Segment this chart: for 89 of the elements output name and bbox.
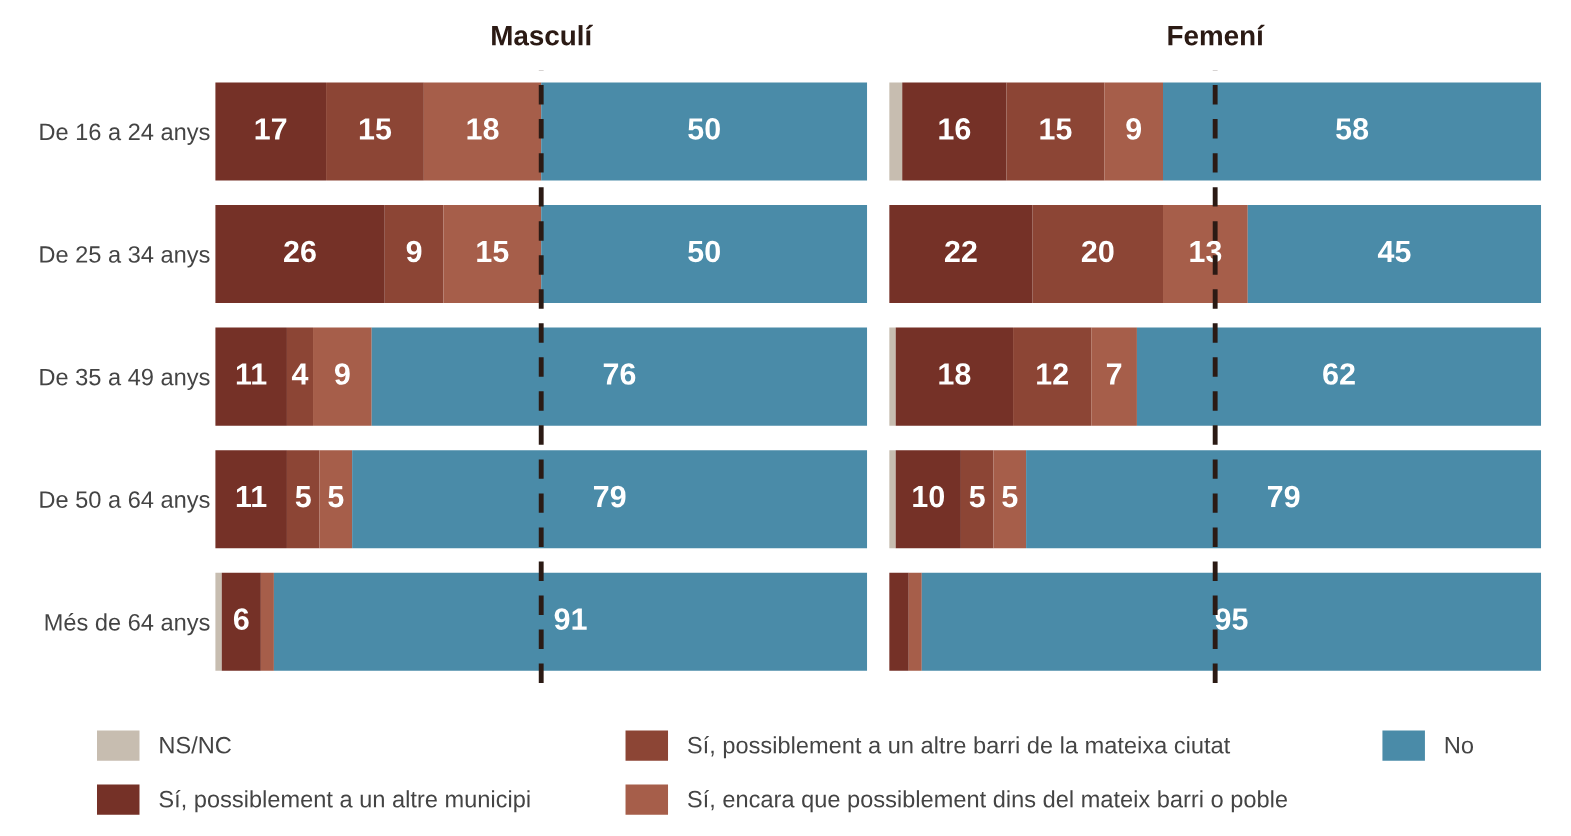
- bar: [960, 450, 994, 549]
- bar: [286, 450, 320, 549]
- data-label: 11: [236, 486, 267, 508]
- data-label: 45: [1377, 240, 1411, 263]
- data-label: 20: [1081, 240, 1114, 263]
- bar: [1013, 327, 1092, 426]
- legend-label: Sí, possiblement a un altre barri de la mateixa ciutat: [687, 735, 1231, 759]
- bar: [352, 450, 868, 549]
- data-label: 58: [1336, 118, 1369, 140]
- data-label: 18: [467, 118, 499, 140]
- legend-label: Sí, encara que possiblement dins del mateix barri o poble: [687, 789, 1287, 813]
- bar: [541, 82, 868, 181]
- data-label: 50: [688, 118, 720, 140]
- bar: [895, 327, 1014, 426]
- bar: [1091, 327, 1137, 426]
- legend-label: No: [1445, 737, 1474, 754]
- y-tick-label: De 35 a 49 anys: [40, 368, 210, 391]
- bar: [313, 327, 372, 426]
- bar: [1032, 205, 1164, 304]
- data-label: 13: [1190, 240, 1222, 263]
- data-label: 16: [939, 118, 971, 140]
- bar: [889, 572, 909, 671]
- data-label: 7: [1106, 363, 1122, 385]
- bar: [260, 572, 274, 671]
- data-label: 26: [284, 240, 316, 263]
- data-label: 5: [1002, 486, 1018, 508]
- bar: [902, 82, 1007, 181]
- data-label: 11: [236, 363, 267, 385]
- bar: [319, 450, 353, 549]
- bar: [215, 572, 222, 671]
- bar: [895, 450, 961, 549]
- data-label: 9: [334, 363, 350, 385]
- bar: [908, 572, 922, 671]
- data-label: 50: [688, 240, 720, 263]
- data-label: 95: [1215, 608, 1248, 630]
- legend-label: NS/NC: [160, 736, 231, 754]
- bar: [443, 205, 542, 304]
- bar: [215, 82, 327, 181]
- y-tick-label: De 25 a 34 anys: [40, 246, 210, 268]
- bar: [889, 327, 896, 426]
- bar: [1163, 205, 1248, 304]
- bar: [1006, 82, 1105, 181]
- data-label: 4: [291, 363, 309, 385]
- data-label: 15: [359, 118, 392, 140]
- data-label: 9: [406, 240, 422, 263]
- data-label: 17: [255, 118, 287, 140]
- bar: [1247, 205, 1542, 304]
- y-tick-label: De 16 a 24 anys: [40, 123, 210, 145]
- bar: [215, 327, 287, 426]
- data-label: 5: [328, 486, 344, 508]
- bar: [889, 82, 903, 181]
- bar: [889, 450, 896, 549]
- bar: [889, 205, 1033, 304]
- bar: [384, 205, 444, 304]
- legend-label: Sí, possiblement a un altre municipi: [159, 789, 530, 813]
- bar: [371, 327, 868, 426]
- data-label: 91: [554, 608, 587, 630]
- bar: [215, 450, 287, 549]
- data-label: 76: [603, 363, 636, 385]
- chart-title: Femení: [1168, 24, 1265, 46]
- bar: [423, 82, 542, 181]
- bar: [1104, 82, 1164, 181]
- data-label: 10: [913, 485, 945, 508]
- bar: [286, 327, 314, 426]
- y-tick-label: De 50 a 64 anys: [40, 491, 210, 513]
- bar: [993, 450, 1027, 549]
- bar: [1026, 450, 1542, 549]
- chart-title: Masculí: [492, 24, 593, 46]
- bar: [273, 572, 868, 671]
- bar: [215, 205, 385, 304]
- data-label: 6: [233, 608, 249, 630]
- bar: [921, 572, 1542, 671]
- bar: [326, 82, 424, 181]
- data-label: 18: [939, 363, 971, 385]
- data-label: 5: [295, 486, 311, 508]
- data-label: 9: [1126, 118, 1142, 140]
- data-label: 79: [593, 485, 626, 508]
- data-label: 15: [477, 240, 509, 263]
- bar: [1136, 327, 1542, 426]
- data-label: 79: [1267, 485, 1300, 508]
- data-label: 62: [1323, 363, 1355, 385]
- bar: [1163, 82, 1542, 181]
- data-label: 15: [1040, 118, 1072, 140]
- data-label: 12: [1037, 363, 1068, 385]
- y-tick-label: Més de 64 anys: [45, 613, 210, 636]
- bar: [221, 572, 261, 671]
- data-label: 22: [944, 240, 977, 262]
- data-label: 5: [969, 486, 985, 508]
- bar: [541, 205, 868, 304]
